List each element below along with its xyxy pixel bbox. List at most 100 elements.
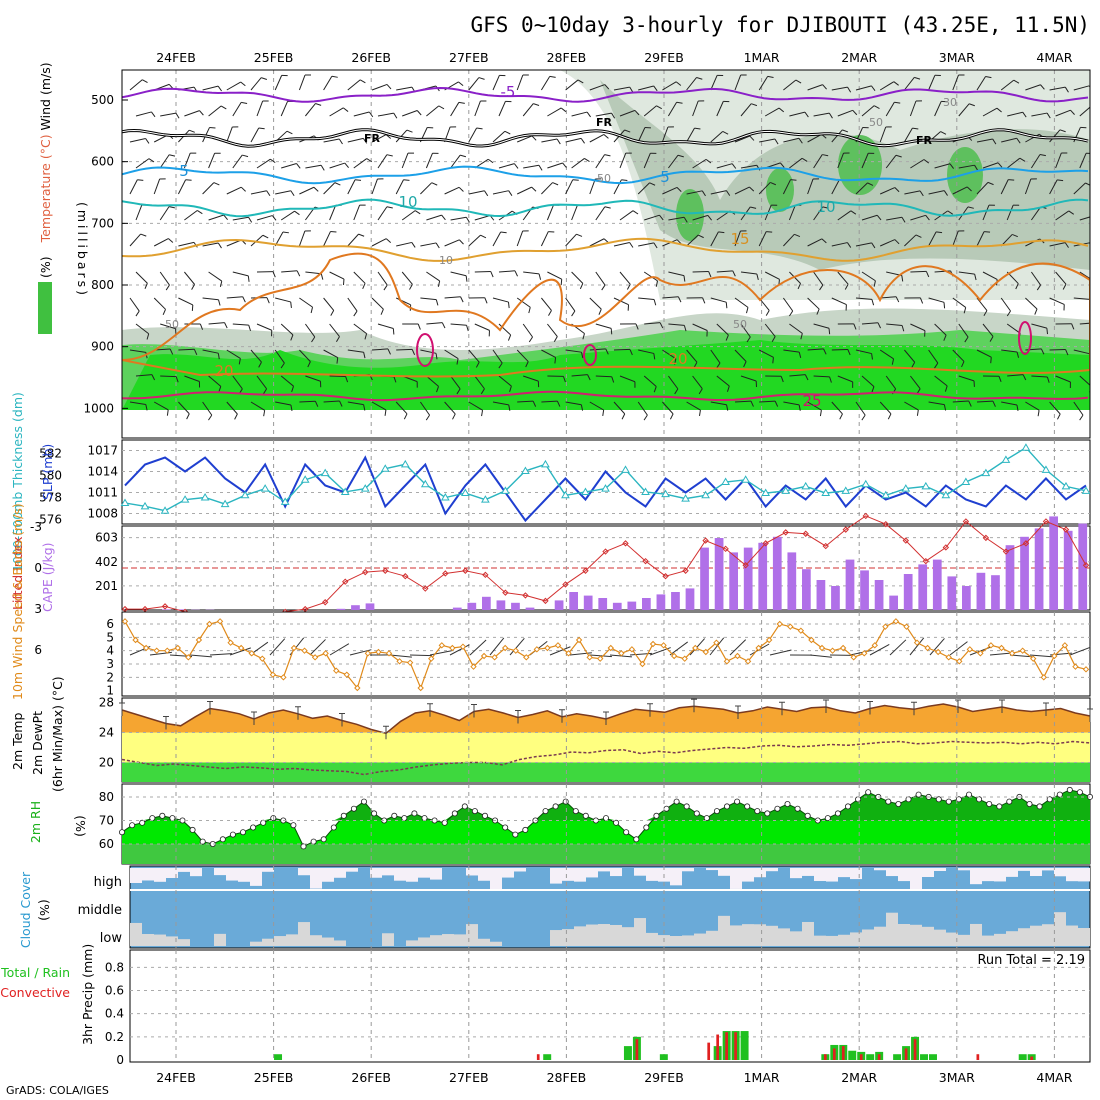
barb-flag-23-3 (705, 158, 712, 164)
rh-point-4 (159, 812, 166, 819)
cloud-low-53 (766, 925, 778, 946)
barb-flag-2-4 (185, 179, 192, 181)
barb-31-8 (880, 296, 897, 299)
barb-11-5 (401, 210, 416, 221)
barb-27-3 (789, 157, 803, 169)
cape-bar-32 (598, 598, 608, 610)
wind-frame (121, 611, 1091, 697)
cloud-high-62 (874, 868, 886, 871)
barb-flag-29-0 (847, 86, 852, 93)
barb-22-4 (662, 186, 678, 195)
barb-flag-31-5 (901, 216, 906, 223)
wind-point-35 (491, 654, 498, 661)
rh-point-2 (139, 819, 146, 826)
rh-point-86 (986, 801, 993, 808)
barb-flag-19-7 (601, 284, 606, 291)
barb-flag-30-12 (861, 414, 866, 421)
barb-flag-20-7 (626, 284, 631, 290)
cloud-high-21 (382, 868, 394, 876)
barb-17-7 (547, 271, 562, 280)
barb-34-12 (952, 400, 969, 403)
top-date-26FEB: 26FEB (351, 50, 391, 65)
barb-19-3 (595, 154, 605, 169)
barb-27-0 (783, 79, 797, 91)
cloud-high-24 (418, 868, 430, 878)
barb-flag-21-9 (659, 322, 664, 329)
cloud-high-60 (850, 868, 862, 880)
barb-flag-25-2 (749, 135, 755, 141)
barb-29-3 (837, 152, 845, 169)
barb-flag-38-9 (1071, 323, 1075, 330)
barb-16-2 (517, 135, 533, 143)
barb-32-0 (904, 77, 915, 91)
barb-34-9 (958, 323, 969, 338)
rh-point-29 (411, 810, 418, 817)
rh-point-52 (643, 824, 650, 831)
contour-plus5 (122, 165, 1089, 185)
cloud-high-1 (142, 868, 154, 881)
thickness-point-42 (961, 477, 971, 485)
barb-30-6 (855, 242, 872, 247)
barb-13-5 (450, 216, 467, 221)
barb-17-8 (541, 297, 552, 311)
barb-10-9 (377, 323, 394, 329)
barb-flag-37-12 (1037, 410, 1040, 417)
barb-9-0 (347, 79, 361, 91)
barb-30-8 (855, 297, 872, 300)
precip-tick-0.6: 0.6 (105, 984, 124, 998)
barb-8-0 (323, 76, 333, 91)
rh-gridlines (122, 784, 1090, 864)
surface-barb-32 (769, 649, 792, 656)
barb-18-8 (565, 297, 576, 312)
cloud-low-12 (274, 936, 286, 946)
barb-flag-26-9 (771, 336, 776, 342)
wind-point-43 (575, 636, 583, 644)
barb-25-1 (740, 103, 752, 117)
barb-27-5 (788, 204, 796, 221)
cape-bar-25 (496, 600, 506, 610)
barb-32-1 (909, 100, 917, 117)
surface-barb-23 (589, 654, 612, 658)
thickness-point-1 (140, 501, 150, 510)
wind-point-47 (618, 650, 625, 657)
rh-point-27 (391, 812, 398, 819)
rh-point-45 (572, 808, 579, 815)
barb-flag-16-3 (538, 164, 543, 171)
precip-conv-94 (976, 1054, 980, 1060)
precip-gridlines (130, 950, 1090, 1062)
cloud-high-52 (754, 868, 766, 878)
barb-flag-37-9 (1046, 328, 1049, 335)
barb-1-3 (159, 154, 170, 169)
slp-frame (121, 439, 1091, 525)
barb-39-3 (1079, 153, 1087, 169)
wind-point-15 (280, 674, 287, 681)
barb-7-3 (305, 164, 322, 169)
barb-flag-21-8 (653, 299, 657, 306)
barb-flag-30-10 (871, 353, 873, 360)
barb-4-3 (232, 154, 243, 169)
barb-flag-7-9 (311, 336, 316, 343)
barb-flag-26-11 (780, 376, 784, 383)
barb-3-10 (202, 349, 219, 354)
barb-flag-21-12 (643, 414, 648, 421)
barb-13-4 (444, 186, 460, 195)
barb-19-11 (595, 375, 612, 378)
barb-0-8 (129, 297, 140, 312)
temp-contour-label-9: 25 (802, 392, 821, 410)
rh-contour-label-3: 50 (165, 318, 179, 331)
barb-31-6 (879, 239, 896, 247)
barb-0-3 (135, 158, 150, 169)
barb-flag-6-7 (296, 270, 301, 277)
barb-29-8 (831, 297, 847, 306)
barb-31-4 (879, 187, 896, 195)
barb-flag-34-7 (974, 274, 977, 281)
barb-17-0 (540, 76, 551, 91)
barb-flag-9-0 (359, 79, 366, 84)
barb-7-11 (305, 375, 321, 382)
barb-1-5 (159, 206, 170, 221)
cloud-low-7 (214, 933, 226, 946)
barb-2-12 (178, 401, 190, 415)
surface-barb-4 (209, 653, 232, 656)
bottom-date-1MAR: 1MAR (744, 1070, 780, 1085)
barb-flag-3-10 (217, 353, 220, 360)
